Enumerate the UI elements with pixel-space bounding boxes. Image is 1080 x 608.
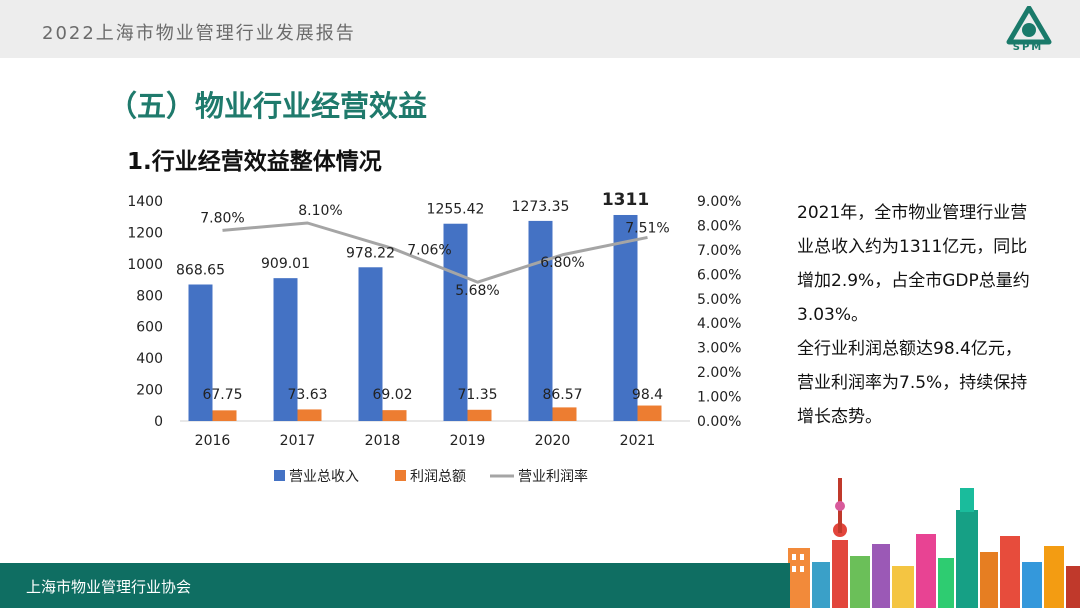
- y-left-tick-label: 600: [136, 320, 163, 336]
- footer-org-name: 上海市物业管理行业协会: [26, 578, 192, 596]
- y-right-tick-label: 1.00%: [697, 390, 741, 406]
- summary-text: 2021年，全市物业管理行业营业总收入约为1311亿元，同比增加2.9%，占全市…: [797, 196, 1035, 434]
- data-label-revenue: 978.22: [346, 245, 395, 261]
- revenue-profit-chart: 0 200 400 600 800 1000 1200 1400 0.00% 1.00% 2.00%…: [127, 190, 741, 485]
- y-right-tick-label: 2.00%: [697, 365, 741, 381]
- bar-revenue-2019: [443, 223, 468, 421]
- bar-profit-2018: [382, 410, 407, 421]
- line-operating-margin: [222, 221, 648, 284]
- bar-revenue-2017: [273, 278, 298, 421]
- city-skyline-illustration: [788, 478, 1080, 608]
- data-label-revenue: 868.65: [176, 262, 225, 278]
- data-label-revenue: 1273.35: [512, 199, 570, 215]
- logo-text: SPM: [1012, 42, 1044, 53]
- data-label-margin: 8.10%: [298, 203, 342, 219]
- x-tick-label: 2018: [365, 433, 401, 449]
- legend-swatch: [395, 470, 406, 481]
- footer-bar: 上海市物业管理行业协会: [0, 563, 790, 608]
- y-right-tick-label: 3.00%: [697, 341, 741, 357]
- data-label-margin: 5.68%: [455, 283, 499, 299]
- bar-profit-2021: [637, 405, 662, 421]
- report-title: 2022上海市物业管理行业发展报告: [42, 23, 356, 44]
- data-label-margin: 7.80%: [200, 210, 244, 226]
- y-left-tick-label: 1400: [127, 194, 163, 210]
- data-label-profit: 73.63: [287, 387, 327, 403]
- data-label-margin: 7.51%: [625, 220, 669, 236]
- y-left-tick-label: 1000: [127, 257, 163, 273]
- bar-revenue-2021: [613, 214, 638, 421]
- bar-profit-2017: [297, 409, 322, 421]
- legend-label: 利润总额: [410, 469, 466, 485]
- data-label-margin: 7.06%: [407, 242, 451, 258]
- x-tick-label: 2017: [280, 433, 316, 449]
- chart-subtitle: 1.行业经营效益整体情况: [127, 149, 382, 175]
- data-label-revenue: 1255.42: [427, 202, 485, 218]
- bar-profit-2020: [552, 407, 577, 421]
- spm-logo: [1006, 6, 1052, 45]
- data-label-profit: 71.35: [457, 387, 497, 403]
- summary-paragraph-profit: 全行业利润总额达98.4亿元，营业利润率为7.5%，持续保持增长态势。: [797, 339, 1028, 427]
- y-left-tick-label: 1200: [127, 225, 163, 241]
- legend-label: 营业总收入: [289, 469, 359, 485]
- data-label-revenue: 909.01: [261, 256, 310, 272]
- y-right-tick-label: 9.00%: [697, 194, 741, 210]
- legend-swatch: [274, 470, 285, 481]
- y-left-tick-label: 200: [136, 383, 163, 399]
- y-right-tick-label: 4.00%: [697, 316, 741, 332]
- y-left-tick-label: 0: [154, 414, 163, 430]
- top-banner: 2022上海市物业管理行业发展报告 SPM: [0, 0, 1080, 58]
- data-label-profit: 69.02: [372, 387, 412, 403]
- y-right-tick-label: 0.00%: [697, 414, 741, 430]
- data-label-margin: 6.80%: [540, 255, 584, 271]
- data-label-profit: 98.4: [632, 387, 663, 403]
- bar-revenue-2020: [528, 220, 553, 421]
- bar-revenue-2016: [188, 284, 213, 421]
- legend-label: 营业利润率: [518, 468, 588, 485]
- data-label-revenue: 1311: [602, 190, 649, 210]
- y-right-tick-label: 8.00%: [697, 218, 741, 234]
- y-right-tick-label: 5.00%: [697, 292, 741, 308]
- y-right-tick-label: 6.00%: [697, 267, 741, 283]
- y-left-tick-label: 800: [136, 288, 163, 304]
- y-right-tick-label: 7.00%: [697, 243, 741, 259]
- x-tick-label: 2019: [450, 433, 486, 449]
- data-label-profit: 86.57: [542, 387, 582, 403]
- bar-revenue-2018: [358, 267, 383, 421]
- section-title: （五）物业行业经营效益: [108, 89, 428, 123]
- data-label-profit: 67.75: [202, 387, 242, 403]
- bar-profit-2019: [467, 409, 492, 421]
- x-tick-label: 2020: [535, 433, 571, 449]
- x-tick-label: 2021: [620, 433, 656, 449]
- bar-profit-2016: [212, 410, 237, 421]
- y-left-tick-label: 400: [136, 351, 163, 367]
- summary-paragraph-revenue: 2021年，全市物业管理行业营业总收入约为1311亿元，同比增加2.9%，占全市…: [797, 203, 1030, 325]
- x-tick-label: 2016: [195, 433, 231, 449]
